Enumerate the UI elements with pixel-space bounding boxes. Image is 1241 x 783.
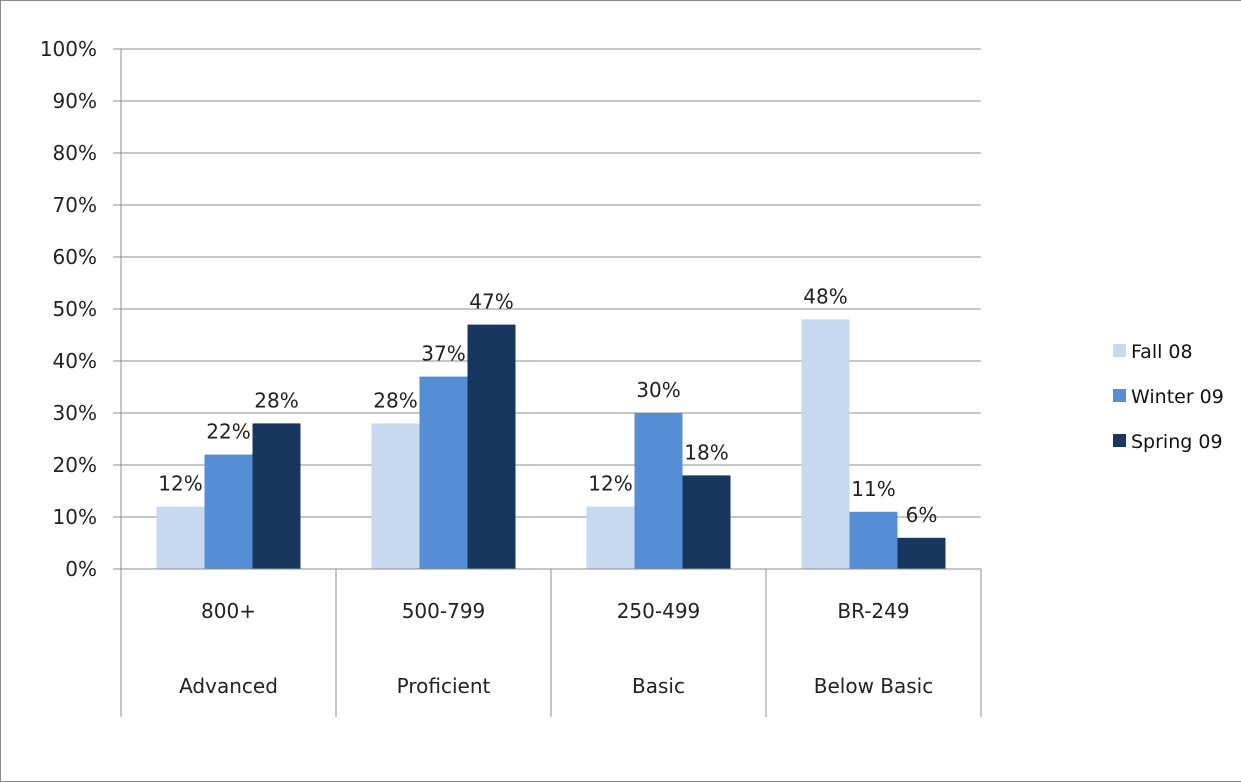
x-group-label: Below Basic	[814, 674, 933, 698]
y-axis-ticks: 0% 10% 20% 30% 40% 50% 60% 70% 80% 90% 100%	[40, 37, 97, 581]
data-label: 28%	[373, 388, 417, 412]
data-label: 18%	[684, 440, 728, 464]
x-group-label: Proficient	[397, 674, 491, 698]
y-tick-label: 0%	[65, 557, 97, 581]
y-tick-label: 20%	[53, 453, 97, 477]
bar-winter-09	[204, 454, 253, 569]
data-label: 11%	[851, 477, 895, 501]
bar-fall-08	[156, 506, 205, 569]
data-label: 12%	[588, 472, 632, 496]
bar-spring-09	[682, 475, 731, 569]
data-label: 28%	[254, 388, 298, 412]
x-tick-label: BR-249	[837, 599, 909, 623]
legend-entry: Spring 09	[1131, 431, 1223, 453]
y-tick-label: 90%	[53, 89, 97, 113]
data-label: 12%	[158, 472, 202, 496]
data-label: 48%	[803, 284, 847, 308]
bars	[156, 319, 946, 569]
x-group-label: Advanced	[179, 674, 278, 698]
x-tick-label: 250-499	[617, 599, 701, 623]
legend-swatch	[1113, 389, 1126, 402]
x-group-label: Basic	[632, 674, 685, 698]
data-label: 47%	[469, 290, 513, 314]
bar-winter-09	[634, 413, 683, 569]
legend-entry: Winter 09	[1131, 386, 1224, 408]
bar-spring-09	[252, 423, 301, 569]
x-axis	[120, 49, 982, 717]
bar-winter-09	[419, 376, 468, 569]
bar-fall-08	[801, 319, 850, 569]
data-labels: 12%22%28% 28%37%47%12%30%18%48%11%6%	[158, 284, 937, 526]
legend-entry: Fall 08	[1131, 341, 1193, 363]
bar-spring-09	[467, 324, 516, 569]
y-tick-label: 40%	[53, 349, 97, 373]
bar-fall-08	[586, 506, 635, 569]
legend-swatch	[1113, 434, 1126, 447]
data-label: 30%	[636, 378, 680, 402]
category-labels: 800+ Advanced 500-799 Proficient 250-499 Basi…	[179, 599, 933, 698]
bar-winter-09	[849, 511, 898, 569]
data-label: 6%	[906, 503, 938, 527]
data-label: 37%	[421, 342, 465, 366]
y-tick-label: 70%	[53, 193, 97, 217]
bar-spring-09	[897, 537, 946, 569]
y-tick-label: 10%	[53, 505, 97, 529]
y-tick-label: 30%	[53, 401, 97, 425]
y-tick-label: 80%	[53, 141, 97, 165]
y-tick-label: 100%	[40, 37, 97, 61]
x-tick-label: 500-799	[402, 599, 486, 623]
legend-swatch	[1113, 344, 1126, 357]
x-tick-label: 800+	[201, 599, 256, 623]
legend: Fall 08 Winter 09 Spring 09	[1113, 341, 1224, 453]
bar-fall-08	[371, 423, 420, 569]
y-tick-label: 50%	[53, 297, 97, 321]
y-tick-label: 60%	[53, 245, 97, 269]
data-label: 22%	[206, 420, 250, 444]
